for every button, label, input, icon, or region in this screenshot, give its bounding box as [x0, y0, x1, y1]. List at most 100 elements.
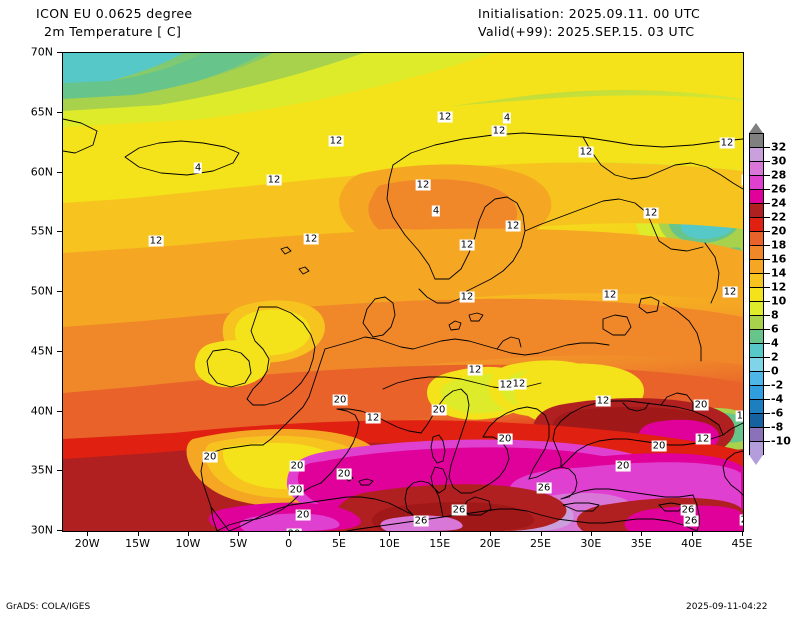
temperature-colorbar[interactable] — [749, 133, 764, 456]
contour-label: 12 — [415, 179, 431, 191]
x-axis-tick — [641, 531, 643, 536]
y-axis-tick — [57, 111, 62, 113]
colorbar-label: 28 — [771, 168, 787, 182]
contour-label: 26 — [451, 504, 467, 516]
contour-label: 4 — [431, 205, 441, 217]
colorbar-tick — [764, 147, 770, 148]
y-axis-label: 50N — [30, 284, 53, 298]
contour-label: 20 — [332, 394, 348, 406]
colorbar-segment — [750, 134, 763, 148]
x-axis-tick — [288, 531, 290, 536]
colorbar-segment — [750, 400, 763, 414]
y-axis-tick — [57, 350, 62, 352]
colorbar-below-min-arrow — [749, 455, 763, 465]
x-axis-label: 10W — [175, 537, 201, 550]
colorbar-tick — [764, 259, 770, 260]
x-axis-label: 25E — [530, 537, 551, 550]
colorbar-label: -2 — [771, 378, 784, 392]
x-axis-label: 5W — [229, 537, 248, 550]
contour-label: 12 — [595, 395, 611, 407]
contour-label: 20 — [651, 440, 667, 452]
contour-label: 12 — [148, 235, 164, 247]
contour-label: 12 — [266, 174, 282, 186]
contour-label: 20 — [431, 404, 447, 416]
colorbar-tick — [764, 357, 770, 358]
colorbar-segment — [750, 358, 763, 372]
colorbar-segment — [750, 148, 763, 162]
colorbar-label: -8 — [771, 420, 784, 434]
colorbar-label: 26 — [771, 182, 787, 196]
y-axis-tick — [57, 291, 62, 292]
contour-label: 12 — [467, 364, 483, 376]
contour-label: 4 — [193, 162, 203, 174]
colorbar-label: 4 — [771, 336, 779, 350]
x-axis-label: 10E — [378, 537, 400, 550]
colorbar-tick — [764, 189, 770, 190]
grads-credit: GrADS: COLA/IGES — [6, 602, 91, 612]
colorbar-label: -6 — [771, 406, 784, 420]
temperature-map-plot[interactable]: 1212412124121212412121212121212412121212… — [62, 52, 744, 532]
contour-label: 26 — [683, 515, 699, 527]
contour-label: 20 — [288, 484, 304, 496]
contour-label: 12 — [578, 146, 594, 158]
x-axis-tick — [590, 531, 592, 536]
colorbar-segment — [750, 414, 763, 428]
contour-label: 12 — [643, 207, 659, 219]
colorbar-segment — [750, 260, 763, 274]
x-axis-tick — [238, 531, 240, 536]
render-timestamp: 2025-09-11-04:22 — [686, 602, 768, 612]
colorbar-tick — [764, 399, 770, 400]
x-axis-tick — [87, 531, 89, 536]
contour-label: 12 — [491, 125, 507, 137]
y-axis-label: 60N — [30, 165, 53, 178]
contour-label: 12 — [722, 286, 738, 298]
colorbar-tick — [764, 203, 770, 204]
colorbar-tick — [764, 413, 770, 414]
contour-label: 12 — [505, 220, 521, 232]
y-axis-label: 40N — [30, 404, 53, 417]
x-axis-tick — [339, 531, 341, 536]
contour-label: 20 — [693, 399, 709, 411]
y-axis-tick — [57, 530, 62, 531]
colorbar-tick — [764, 287, 770, 288]
colorbar-label: 6 — [771, 322, 779, 336]
colorbar-segment — [750, 428, 763, 442]
colorbar-segment — [750, 176, 763, 190]
y-axis-label: 70N — [30, 45, 53, 59]
colorbar-tick — [764, 217, 770, 218]
colorbar-tick — [764, 161, 770, 162]
colorbar-label: 8 — [771, 308, 779, 322]
colorbar-tick — [764, 371, 770, 372]
colorbar-segment — [750, 330, 763, 344]
y-axis-label: 45N — [30, 344, 53, 358]
y-axis-tick — [57, 410, 62, 412]
contour-label: 12 — [459, 239, 475, 251]
colorbar-label: 2 — [771, 350, 779, 364]
contour-label: 12 — [741, 174, 743, 186]
variable-title: 2m Temperature [ C] — [44, 24, 182, 39]
colorbar-tick — [764, 175, 770, 176]
map-canvas: 1212412124121212412121212121212412121212… — [63, 53, 743, 531]
contour-label: 12 — [695, 433, 711, 445]
contour-label: 12 — [437, 111, 453, 123]
colorbar-segment — [750, 386, 763, 400]
colorbar-tick — [764, 441, 770, 442]
colorbar-label: 32 — [771, 140, 787, 154]
x-axis-tick — [389, 531, 391, 536]
colorbar-label: -10 — [771, 434, 791, 448]
y-axis-label: 55N — [30, 224, 53, 238]
contour-label: 20 — [295, 509, 311, 521]
contour-label: 20 — [202, 451, 218, 463]
contour-label: 12 — [459, 291, 475, 303]
contour-label: 20 — [289, 460, 305, 472]
contour-label: 4 — [502, 112, 512, 124]
colorbar-label: 14 — [771, 266, 787, 280]
x-axis-label: 45E — [731, 537, 753, 550]
x-axis-tick — [490, 531, 492, 536]
contour-label: 26 — [739, 514, 743, 526]
temperature-field — [63, 53, 743, 531]
colorbar-tick — [764, 301, 770, 302]
y-axis-label: 65N — [30, 105, 53, 119]
colorbar-label: 0 — [771, 364, 779, 378]
